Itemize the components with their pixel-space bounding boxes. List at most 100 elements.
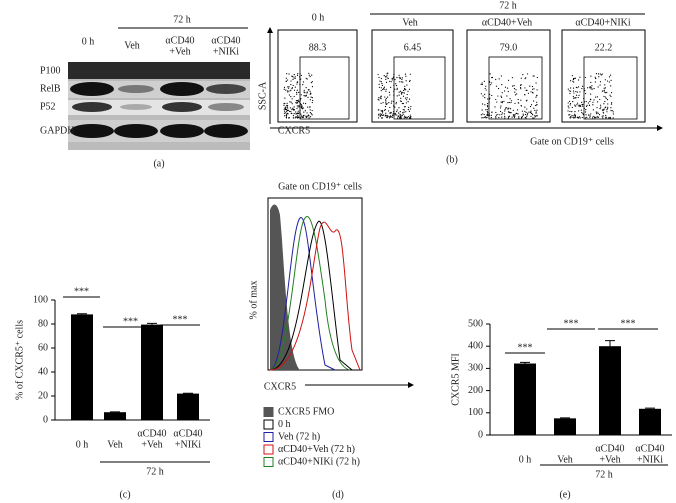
dot (291, 98, 293, 100)
dot (307, 114, 310, 116)
dot (579, 76, 581, 78)
dot (608, 81, 610, 83)
dot (508, 101, 510, 104)
dot (529, 105, 532, 108)
bar (104, 412, 126, 420)
dot (513, 116, 516, 118)
dot (529, 85, 531, 87)
dot (305, 87, 307, 89)
dot (311, 101, 313, 104)
dot (572, 90, 575, 92)
dot (589, 93, 592, 95)
dot (384, 76, 387, 78)
dot (308, 106, 311, 108)
dot (399, 113, 401, 115)
dot (286, 110, 288, 112)
dot (283, 108, 285, 110)
dot (403, 115, 406, 117)
dot (396, 88, 398, 91)
axis-label: CXCR5 MFI (450, 353, 461, 406)
label: αCD40+Veh (482, 17, 532, 28)
dot (509, 108, 512, 110)
dot (599, 108, 601, 110)
x-tick-label: +Veh (599, 454, 620, 465)
dot (574, 77, 576, 80)
dot (288, 73, 290, 75)
dot (592, 104, 594, 106)
dot (574, 105, 577, 107)
dot (572, 101, 574, 103)
dot (303, 114, 305, 116)
label: 88.3 (309, 42, 327, 53)
dot (401, 102, 403, 105)
dot (607, 117, 610, 119)
dot (392, 77, 394, 79)
dot (605, 97, 607, 99)
label: GAPDH (40, 125, 74, 136)
x-tick-label: +NIKi (175, 439, 201, 450)
dot (606, 111, 608, 113)
dot (482, 117, 484, 119)
gate (583, 56, 638, 120)
dot (507, 79, 510, 81)
dot (304, 110, 306, 112)
dot (535, 111, 537, 113)
dot (290, 101, 292, 103)
dot (398, 107, 400, 109)
dot (610, 95, 612, 98)
dot (570, 87, 572, 89)
dot (381, 83, 383, 85)
dot (504, 117, 506, 119)
dot (302, 81, 305, 83)
dot (606, 109, 608, 111)
dot (483, 113, 485, 116)
dot (283, 104, 285, 107)
dot (393, 106, 395, 108)
dot (511, 77, 514, 79)
dot (586, 104, 588, 107)
dot (389, 112, 391, 114)
dot (533, 115, 536, 117)
dot (567, 110, 569, 112)
dot (381, 114, 383, 116)
dot (386, 103, 388, 105)
dot (292, 84, 294, 87)
legend-label: αCD40+Veh (72 h) (278, 444, 355, 455)
dot (574, 111, 576, 113)
dot (291, 75, 293, 77)
dot (402, 113, 404, 115)
dot (303, 111, 305, 113)
dot (400, 93, 403, 95)
dot (396, 87, 398, 89)
dot (513, 115, 515, 117)
dot (410, 105, 412, 108)
dot (404, 97, 407, 99)
dot (571, 106, 573, 109)
dot (507, 101, 509, 104)
dot (307, 106, 309, 108)
legend-label: 0 h (278, 419, 291, 430)
significance: *** (173, 314, 188, 325)
dot (287, 107, 289, 109)
dot (487, 98, 489, 100)
dot (395, 101, 397, 104)
dot (284, 102, 286, 104)
dot (303, 94, 305, 97)
dot (520, 99, 522, 101)
dot (298, 106, 301, 108)
dot (602, 110, 604, 112)
dot (603, 108, 605, 110)
dot (396, 95, 398, 97)
dot (590, 75, 592, 77)
dot (501, 116, 503, 118)
dot (393, 84, 395, 86)
dot (585, 105, 588, 108)
dot (505, 107, 508, 109)
dot (530, 112, 533, 114)
dot (405, 75, 407, 77)
dot (295, 111, 297, 113)
significance: *** (518, 342, 533, 353)
dot (298, 101, 301, 103)
dot (603, 91, 606, 93)
dot (497, 95, 499, 97)
